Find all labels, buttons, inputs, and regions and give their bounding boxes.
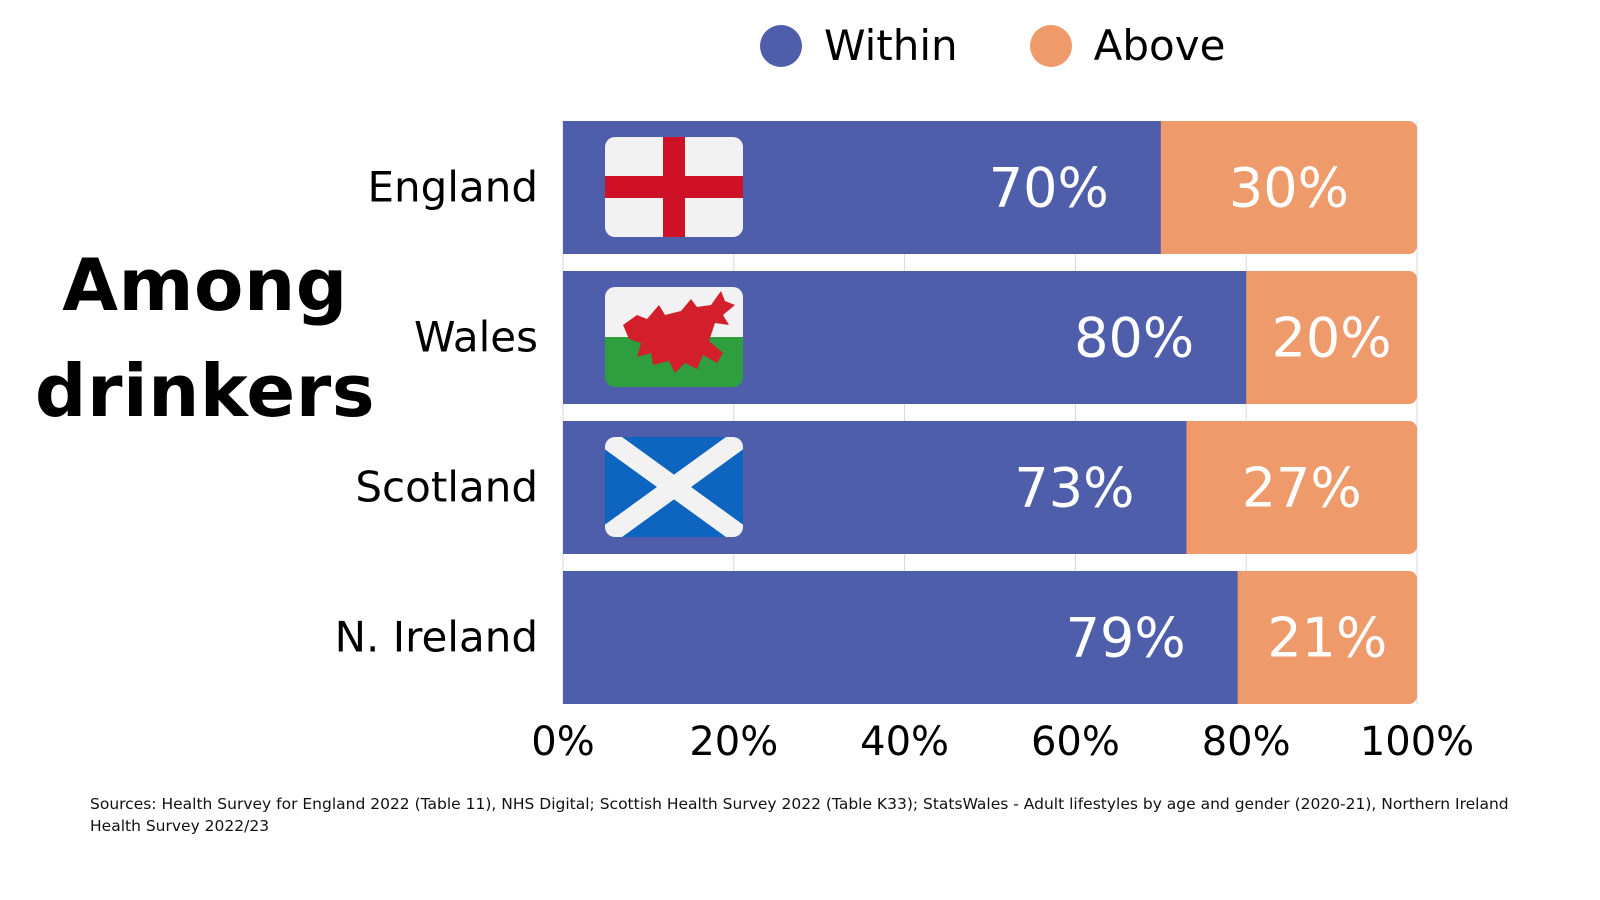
chart-legend: Within Above xyxy=(760,18,1297,74)
wales-flag-icon xyxy=(605,287,743,387)
stacked-bar-chart: 70% 30% 80% 20% 73% 27% 79% 21% 0% 20% 40% 60% 80% 1… xyxy=(335,121,1474,765)
england-flag-cross-h xyxy=(605,176,743,198)
scotland-flag-saltire-b xyxy=(605,437,743,537)
x-tick-label-80: 80% xyxy=(1202,719,1291,765)
scotland-flag-icon xyxy=(605,437,743,537)
category-labels: England Wales Scotland N. Ireland xyxy=(335,163,538,662)
bar-above-scotland xyxy=(1178,421,1417,554)
x-axis: 0% 20% 40% 60% 80% 100% xyxy=(531,719,1474,765)
legend-item-within: Within xyxy=(760,18,958,74)
flags xyxy=(605,137,743,537)
value-label-above-1: 20% xyxy=(1272,307,1392,370)
x-tick-label-0: 0% xyxy=(531,719,594,765)
bar-within-n-ireland xyxy=(563,571,1238,704)
category-label-0: England xyxy=(367,163,538,212)
value-label-within-3: 79% xyxy=(1066,607,1186,670)
wales-flag-dragon xyxy=(623,291,735,373)
wales-flag-body xyxy=(605,287,743,387)
value-label-above-0: 30% xyxy=(1229,157,1349,220)
legend-swatch-within xyxy=(760,25,802,67)
legend-label-within: Within xyxy=(824,21,958,70)
legend-label-above: Above xyxy=(1093,21,1226,70)
bar-above-england xyxy=(1152,121,1417,254)
legend-item-above: Above xyxy=(1029,18,1226,74)
value-label-within-0: 70% xyxy=(989,157,1109,220)
value-label-within-2: 73% xyxy=(1014,457,1134,520)
bar-labels: 70% 30% 80% 20% 73% 27% 79% 21% xyxy=(989,157,1392,670)
bar-above-n-ireland xyxy=(1229,571,1417,704)
x-tick-label-100: 100% xyxy=(1360,719,1474,765)
england-flag-body xyxy=(605,137,743,237)
category-label-1: Wales xyxy=(414,313,538,362)
bar-above-wales xyxy=(1238,271,1417,404)
side-title: Among drinkers xyxy=(34,243,376,433)
legend-swatch-above xyxy=(1029,25,1072,67)
scotland-flag-body xyxy=(605,437,743,537)
x-tick-label-40: 40% xyxy=(860,719,949,765)
value-label-within-1: 80% xyxy=(1074,307,1194,370)
category-label-3: N. Ireland xyxy=(335,613,538,662)
x-tick-label-60: 60% xyxy=(1031,719,1120,765)
sources-footnote: Sources: Health Survey for England 2022 … xyxy=(90,795,1509,835)
england-flag-icon xyxy=(605,137,743,237)
category-label-2: Scotland xyxy=(355,463,538,512)
value-label-above-3: 21% xyxy=(1267,607,1387,670)
value-label-above-2: 27% xyxy=(1242,457,1362,520)
x-tick-label-20: 20% xyxy=(689,719,778,765)
